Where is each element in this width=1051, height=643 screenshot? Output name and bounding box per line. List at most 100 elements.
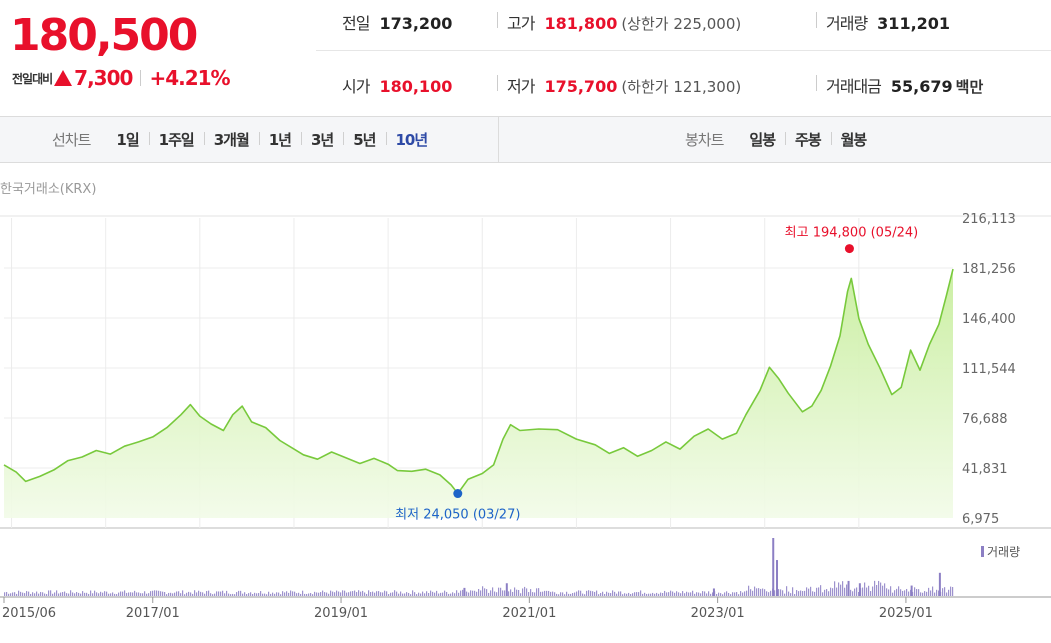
volume-bar [196,592,198,596]
candle-monthly[interactable]: 월봉 [830,129,877,150]
volume-bar [902,590,904,596]
volume-legend: 거래량 [981,543,1020,560]
volume-bar [108,593,110,596]
volume-bar [804,590,806,596]
volume-bar [620,591,622,596]
volume-bar [526,588,528,596]
volume-bar [822,592,824,596]
volume-bar [230,594,232,596]
volume-bar [584,594,586,596]
volume-bar [244,592,246,596]
period-1w[interactable]: 1주일 [148,129,204,150]
volume-bar [224,593,226,596]
volume-bar [438,593,440,596]
volume-bar [418,592,420,596]
volume-bar [90,590,92,596]
volume-bar [308,593,310,596]
volume-bar [378,591,380,596]
volume-bar [186,592,188,596]
x-tick-label: 2021/01 [502,606,556,621]
volume-bar [132,592,134,596]
volume-bar [94,590,96,596]
candle-chart-periods: 봉차트 일봉 주봉 월봉 [685,117,876,162]
volume-bar [334,592,336,596]
volume-bar [886,588,888,596]
volume-bar [938,590,940,596]
volume-bar [842,581,844,596]
volume-bar [794,594,796,596]
volume-bar [556,593,558,596]
volume-bar [364,592,366,596]
volume-bar [512,591,514,596]
volume-bar [542,591,544,596]
volume-bar [858,592,860,596]
volume-bar [880,582,882,596]
price-change: 전일대비 7,300 +4.21% [12,66,231,90]
volume-bar [612,590,614,596]
y-tick-label: 111,544 [962,362,1016,377]
period-3y[interactable]: 3년 [301,129,343,150]
volume-bar [752,590,754,596]
volume-bar [744,591,746,596]
volume-bar [352,591,354,596]
candle-daily[interactable]: 일봉 [749,131,776,149]
volume-bar [322,590,324,596]
volume-bar [406,592,408,596]
volume-bar [702,591,704,596]
volume-bar [210,593,212,596]
volume-bar [834,581,836,596]
volume-bar [646,593,648,596]
stat-high: 고가 181,800 (상한가 225,000) [507,10,741,34]
volume-bar [488,592,490,596]
volume-bar [764,589,766,596]
volume-bar [814,591,816,596]
period-1d[interactable]: 1일 [116,131,139,149]
volume-bar [50,590,52,596]
volume-bar [596,590,598,596]
volume-bar [704,591,706,596]
volume-bar [508,591,510,596]
volume-bar [524,586,526,596]
period-3m[interactable]: 3개월 [203,129,259,150]
volume-bar [338,591,340,596]
volume-bar [846,584,848,596]
volume-bar [420,593,422,596]
volume-spike [463,587,466,596]
volume-bar [790,593,792,596]
price-line [3,268,954,495]
y-tick-label: 76,688 [962,412,1008,427]
period-5y[interactable]: 5년 [343,129,385,150]
volume-bar [890,586,892,596]
volume-bar [130,592,132,596]
volume-bar [278,592,280,596]
volume-bar [558,594,560,596]
volume-bar [176,591,178,596]
volume-bar [208,590,210,596]
volume-bar [426,591,428,596]
stat-label: 시가 [342,77,370,96]
volume-bar [54,592,56,596]
volume-bar [444,590,446,596]
volume-bar [248,593,250,596]
volume-bar [808,588,810,596]
high-marker-dot [844,244,854,254]
change-rate: +4.21% [149,66,230,90]
volume-bar [456,590,458,596]
volume-bar [670,590,672,596]
volume-bar [404,593,406,596]
volume-bar [170,592,172,596]
volume-bar [666,592,668,596]
stats-divider [316,50,1051,51]
period-10y[interactable]: 10년 [385,129,438,150]
volume-bar [700,593,702,596]
volume-bar [782,590,784,596]
volume-bar [690,592,692,596]
volume-bar [482,586,484,596]
volume-bar [412,590,414,596]
volume-bar [216,591,218,596]
period-1y[interactable]: 1년 [258,129,301,150]
volume-bar [816,587,818,596]
volume-bar [220,591,222,596]
volume-bar [598,594,600,596]
candle-weekly[interactable]: 주봉 [785,129,831,150]
